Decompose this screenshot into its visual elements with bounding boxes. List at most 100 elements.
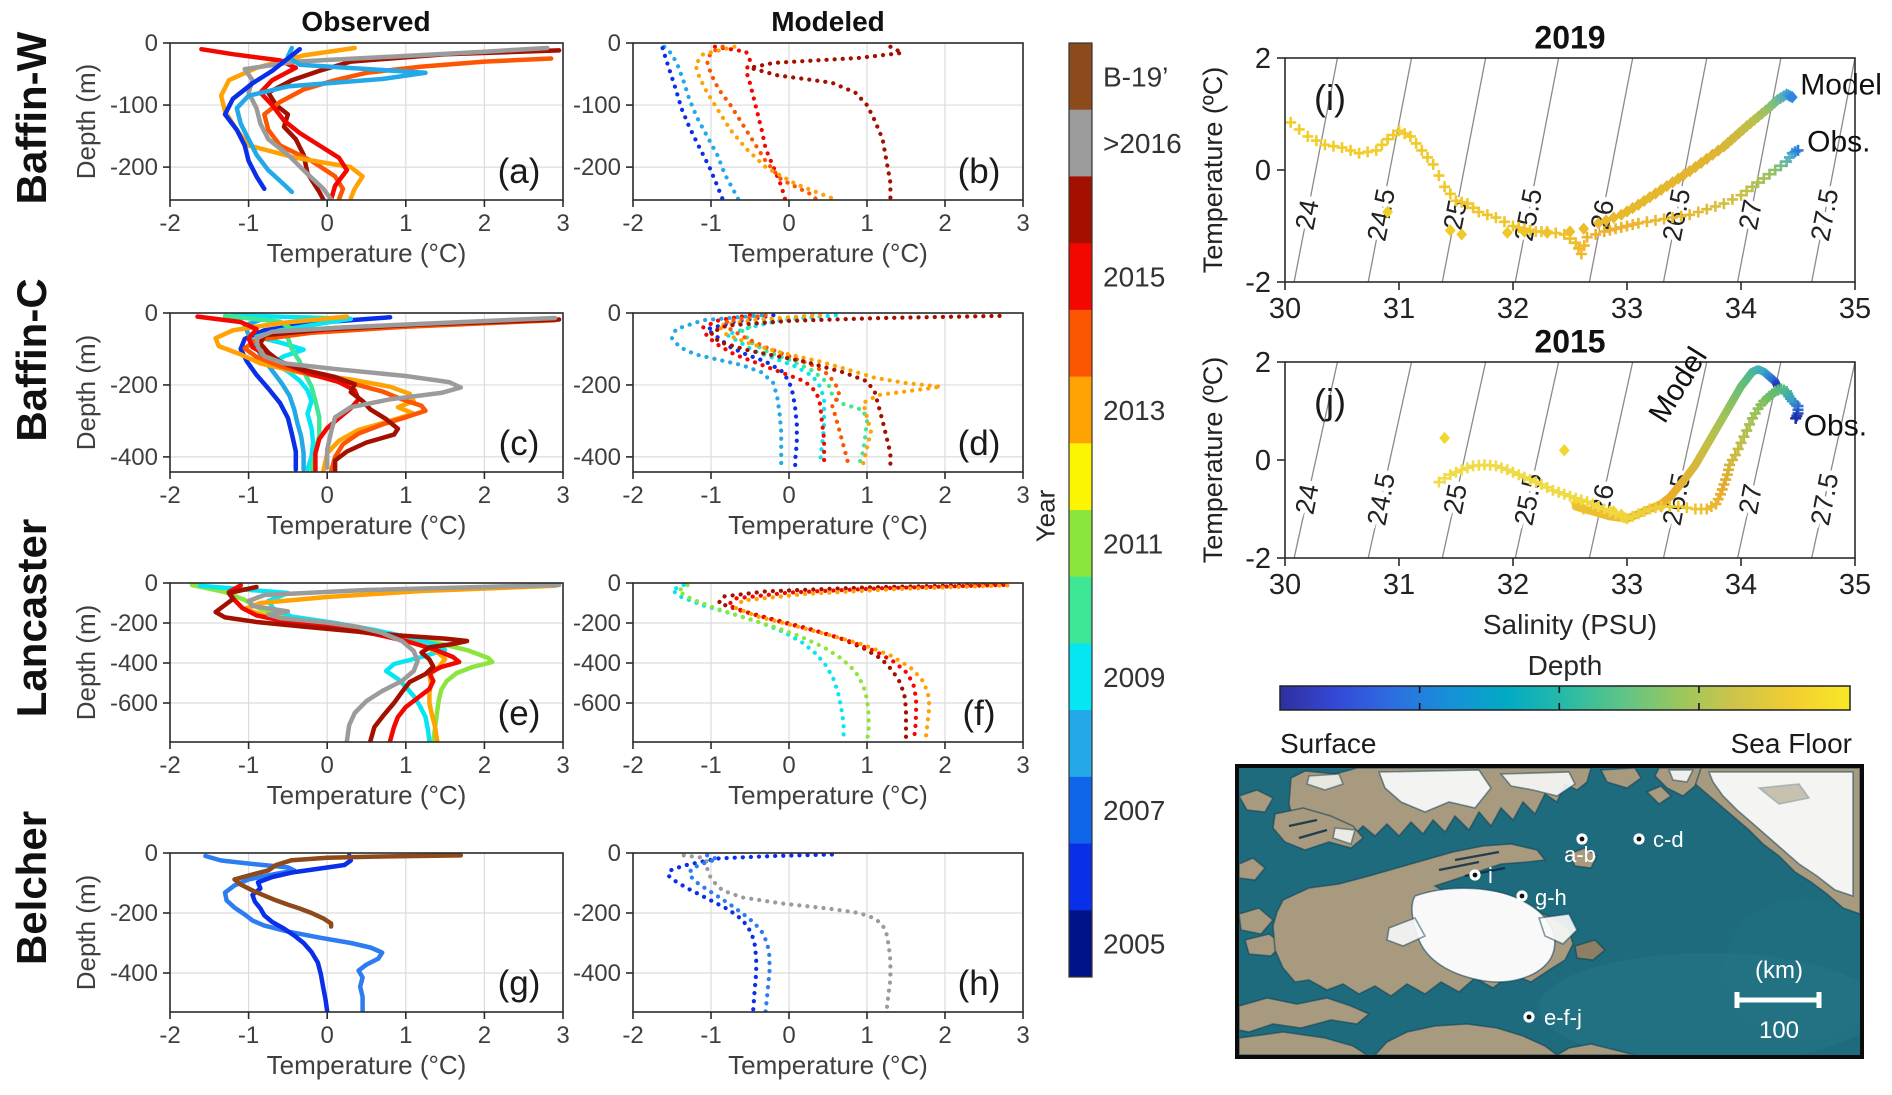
ts-series <box>1285 116 1804 260</box>
ts-panel-letter: (i) <box>1314 77 1346 118</box>
panel-border <box>632 42 1024 201</box>
map-island <box>1238 907 1275 935</box>
obs-plus-marker <box>1558 228 1570 240</box>
obs-plus-marker <box>1769 164 1781 176</box>
y-tick-label: -600 <box>573 690 621 717</box>
model-diamond-marker <box>1733 126 1745 140</box>
density-contour <box>1736 57 1782 283</box>
x-tick-label: -2 <box>159 1022 180 1049</box>
y-tick-label: -100 <box>573 92 621 119</box>
obs-plus-marker <box>1345 144 1357 156</box>
model-diamond-marker <box>1748 113 1760 127</box>
ts-x-tick-label: 33 <box>1611 293 1643 325</box>
model-diamond-marker <box>1501 226 1513 239</box>
x-tick-label: 0 <box>321 482 334 509</box>
x-tick-label: 0 <box>321 752 334 779</box>
map-ice <box>1537 913 1578 945</box>
ts-series <box>1433 383 1804 525</box>
model-diamond-marker <box>1456 228 1468 241</box>
y-tick-label: -600 <box>110 690 158 717</box>
depth-colorbar-border <box>1279 685 1851 711</box>
y-tick-label: 0 <box>145 570 158 597</box>
y-tick-label: -400 <box>573 444 621 471</box>
obs-plus-marker <box>1650 214 1661 226</box>
panel-letter: (b) <box>958 152 1001 191</box>
density-contour <box>1886 362 1892 558</box>
obs-plus-marker <box>1632 508 1644 520</box>
obs-plus-marker <box>1684 209 1696 221</box>
profile-panel-e: -2 -1 0 1 2 3 0 -200 -400 -600 Temperature (°C) Dep… <box>71 570 570 810</box>
profile-series-darkred <box>747 44 905 200</box>
model-diamond-marker <box>1439 431 1450 445</box>
contour-label: 24.5 <box>1361 471 1400 528</box>
x-tick-label: -1 <box>700 752 721 779</box>
model-diamond-marker <box>1718 140 1730 153</box>
x-tick-label: -1 <box>700 210 721 237</box>
map-ocean-highlight <box>1539 953 1879 1063</box>
profile-series-greenyellow <box>189 583 495 742</box>
year-label: 2015 <box>1103 262 1165 293</box>
model-diamond-marker <box>1600 214 1612 227</box>
x-tick-label: 3 <box>556 210 569 237</box>
obs-plus-marker <box>1598 503 1610 515</box>
profile-series-azure <box>662 44 741 200</box>
obs-plus-marker <box>1433 170 1445 182</box>
obs-plus-marker <box>1490 212 1502 224</box>
x-tick-label: 1 <box>860 1022 873 1049</box>
obs-plus-marker <box>1726 193 1738 205</box>
model-diamond-marker <box>1444 224 1456 237</box>
year-label: B-19’ <box>1103 61 1168 92</box>
ts-series <box>1593 88 1798 230</box>
year-colorbar-segment <box>1069 309 1092 378</box>
series-group <box>660 44 905 200</box>
obs-plus-marker <box>1792 144 1804 156</box>
obs-plus-marker <box>1336 142 1348 154</box>
map-ice <box>1667 769 1695 783</box>
y-tick-label: -200 <box>573 900 621 927</box>
ts-series <box>1382 205 1590 241</box>
x-tick-label: 1 <box>399 210 412 237</box>
contour-label: 24 <box>1290 482 1325 517</box>
map-marker-dot-center <box>1579 836 1585 842</box>
y-tick-label: 0 <box>145 300 158 327</box>
ts-y-axis-label: Temperature (ºC) <box>1198 67 1228 273</box>
density-contour <box>1367 57 1413 283</box>
series-group <box>189 583 562 742</box>
x-axis-label: Temperature (°C) <box>267 238 467 268</box>
y-tick-label: -200 <box>110 900 158 927</box>
y-tick-label: -100 <box>110 92 158 119</box>
year-label: 2009 <box>1103 662 1165 693</box>
profile-panel-c: -2 -1 0 1 2 3 0 -200 -400 Temperature (°C) Depth (… <box>71 300 570 540</box>
x-tick-label: 2 <box>478 482 491 509</box>
map-markers-group: a-b c-d i g-h e-f-j <box>1469 827 1684 1030</box>
year-colorbar-border <box>1068 42 1093 978</box>
ts-x-tick-label: 30 <box>1269 569 1301 601</box>
obs-plus-marker <box>1444 188 1456 200</box>
depth-colorbar-title: Depth <box>1527 650 1603 681</box>
obs-plus-marker <box>1667 212 1679 224</box>
obs-plus-marker <box>1550 227 1562 239</box>
panel-bg <box>633 313 1023 472</box>
profile-series-orangered <box>724 313 850 468</box>
panel-letter: (a) <box>498 152 541 191</box>
year-colorbar-segment <box>1069 643 1092 711</box>
x-tick-label: 1 <box>860 752 873 779</box>
density-contour <box>1514 57 1560 283</box>
panel-bg <box>170 313 563 472</box>
y-tick-label: -400 <box>573 650 621 677</box>
model-diamond-marker <box>1690 160 1701 174</box>
x-tick-label: -2 <box>622 752 643 779</box>
obs-plus-marker <box>1615 221 1627 233</box>
map-ice <box>1332 827 1357 846</box>
x-axis-label: Temperature (°C) <box>267 510 467 540</box>
density-contour <box>1811 361 1856 559</box>
map-island <box>1237 789 1275 813</box>
x-tick-label: -1 <box>700 1022 721 1049</box>
series-group <box>195 313 562 472</box>
year-label: 2005 <box>1103 929 1165 960</box>
year-colorbar-segment <box>1069 710 1092 778</box>
map-land-texture <box>1756 783 1811 805</box>
obs-plus-marker <box>1541 481 1553 493</box>
obs-plus-marker <box>1658 213 1670 225</box>
